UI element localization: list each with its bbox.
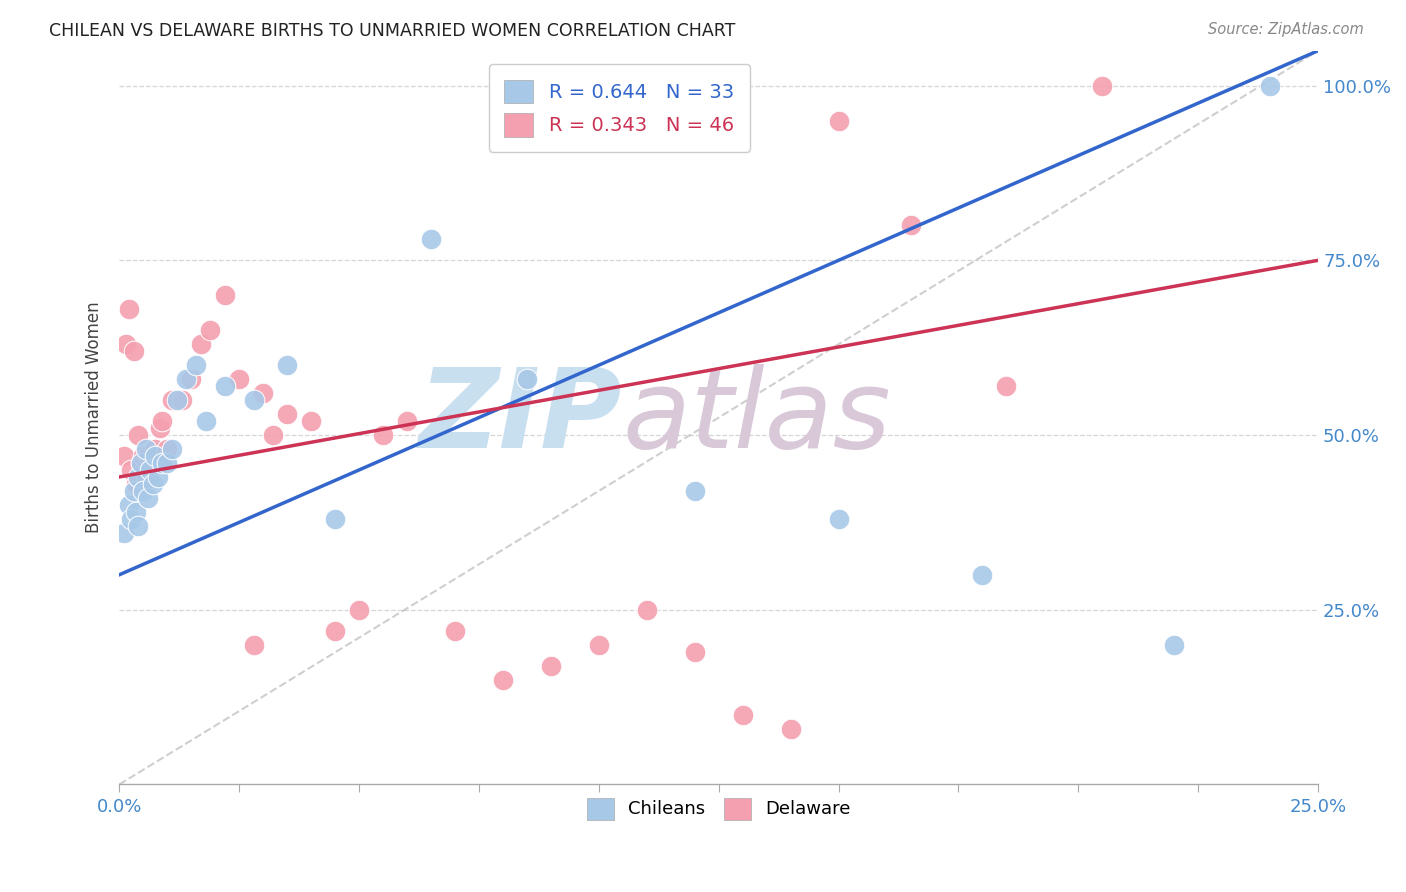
Point bbox=[184, 358, 207, 372]
Point bbox=[827, 512, 849, 526]
Point bbox=[149, 421, 172, 435]
Legend: Chileans, Delaware: Chileans, Delaware bbox=[579, 790, 858, 827]
Point bbox=[214, 288, 236, 302]
Point bbox=[120, 512, 142, 526]
Point bbox=[139, 463, 162, 477]
Point bbox=[139, 463, 162, 477]
Point bbox=[252, 386, 274, 401]
Point bbox=[214, 379, 236, 393]
Point bbox=[156, 442, 179, 456]
Point bbox=[135, 442, 157, 456]
Point bbox=[146, 470, 169, 484]
Text: CHILEAN VS DELAWARE BIRTHS TO UNMARRIED WOMEN CORRELATION CHART: CHILEAN VS DELAWARE BIRTHS TO UNMARRIED … bbox=[49, 22, 735, 40]
Text: ZIP: ZIP bbox=[419, 364, 623, 471]
Point bbox=[125, 505, 148, 519]
Point bbox=[129, 456, 152, 470]
Point bbox=[180, 372, 202, 386]
Point bbox=[142, 477, 165, 491]
Point bbox=[731, 707, 754, 722]
Point bbox=[135, 470, 157, 484]
Point bbox=[228, 372, 250, 386]
Point bbox=[516, 372, 538, 386]
Point bbox=[540, 658, 562, 673]
Point bbox=[170, 393, 193, 408]
Point bbox=[636, 603, 658, 617]
Point bbox=[444, 624, 467, 638]
Point bbox=[146, 449, 169, 463]
Point bbox=[127, 470, 149, 484]
Point bbox=[323, 624, 346, 638]
Point bbox=[132, 483, 155, 498]
Point bbox=[166, 393, 188, 408]
Point bbox=[299, 414, 322, 428]
Point bbox=[395, 414, 418, 428]
Point bbox=[420, 232, 443, 246]
Point bbox=[112, 449, 135, 463]
Point bbox=[118, 302, 141, 317]
Point bbox=[683, 645, 706, 659]
Point bbox=[492, 673, 515, 687]
Point bbox=[160, 442, 183, 456]
Text: atlas: atlas bbox=[623, 364, 891, 471]
Point bbox=[276, 358, 298, 372]
Point bbox=[276, 407, 298, 421]
Point bbox=[262, 428, 284, 442]
Point bbox=[132, 449, 155, 463]
Point bbox=[120, 463, 142, 477]
Point bbox=[827, 113, 849, 128]
Point bbox=[160, 393, 183, 408]
Point bbox=[127, 519, 149, 533]
Point bbox=[125, 477, 148, 491]
Y-axis label: Births to Unmarried Women: Births to Unmarried Women bbox=[86, 301, 103, 533]
Point bbox=[242, 638, 264, 652]
Point bbox=[112, 525, 135, 540]
Point bbox=[136, 491, 159, 505]
Point bbox=[779, 722, 801, 736]
Point bbox=[1163, 638, 1185, 652]
Point bbox=[115, 337, 138, 351]
Point bbox=[242, 393, 264, 408]
Point bbox=[588, 638, 610, 652]
Point bbox=[200, 323, 222, 337]
Point bbox=[143, 449, 166, 463]
Point bbox=[900, 219, 922, 233]
Point bbox=[1258, 78, 1281, 93]
Point bbox=[122, 483, 145, 498]
Point bbox=[323, 512, 346, 526]
Point bbox=[127, 428, 149, 442]
Point bbox=[156, 456, 179, 470]
Point bbox=[371, 428, 394, 442]
Point bbox=[142, 456, 165, 470]
Point bbox=[118, 498, 141, 512]
Point bbox=[1091, 78, 1114, 93]
Point bbox=[152, 456, 174, 470]
Point bbox=[972, 567, 994, 582]
Point bbox=[683, 483, 706, 498]
Point bbox=[129, 456, 152, 470]
Point bbox=[152, 414, 174, 428]
Point bbox=[122, 344, 145, 359]
Point bbox=[194, 414, 217, 428]
Point bbox=[347, 603, 370, 617]
Point bbox=[176, 372, 198, 386]
Point bbox=[995, 379, 1018, 393]
Point bbox=[143, 442, 166, 456]
Point bbox=[190, 337, 212, 351]
Text: Source: ZipAtlas.com: Source: ZipAtlas.com bbox=[1208, 22, 1364, 37]
Point bbox=[136, 449, 159, 463]
